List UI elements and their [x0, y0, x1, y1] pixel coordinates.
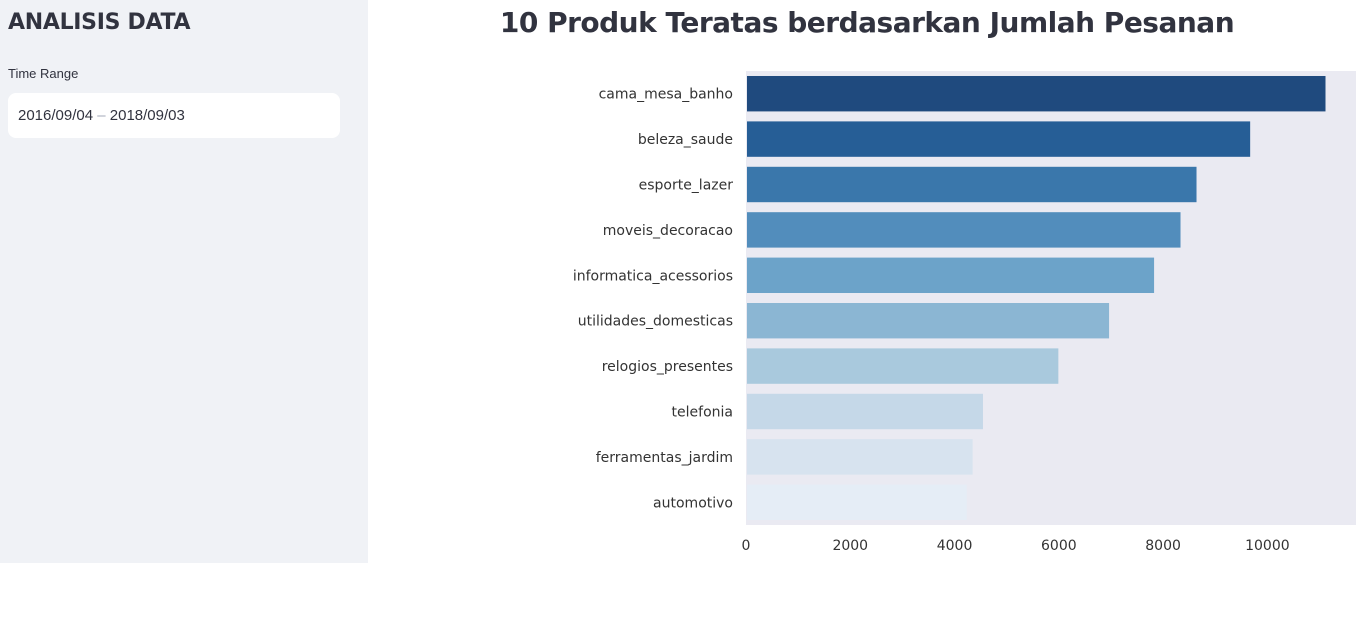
category-label: informatica_acessorios	[573, 268, 733, 284]
sidebar-title: ANALISIS DATA	[8, 10, 191, 35]
bar-telefonia	[747, 393, 983, 430]
bar-beleza_saude	[747, 121, 1251, 157]
category-label: beleza_saude	[638, 132, 733, 148]
bar-utilidades_domesticas	[747, 302, 1110, 339]
date-range-input[interactable]: 2016/09/04 – 2018/09/03	[8, 93, 340, 138]
category-label: ferramentas_jardim	[596, 450, 733, 466]
chart-title: 10 Produk Teratas berdasarkan Jumlah Pes…	[499, 6, 1235, 39]
date-start: 2016/09/04	[18, 107, 94, 124]
bar-moveis_decoracao	[747, 212, 1181, 248]
bar-esporte_lazer	[747, 166, 1197, 203]
x-tick-label: 6000	[1041, 538, 1077, 554]
bar-informatica_acessorios	[747, 257, 1155, 294]
bar-relogios_presentes	[747, 348, 1059, 384]
category-label: automotivo	[653, 495, 733, 511]
category-label: cama_mesa_banho	[599, 87, 733, 103]
date-end: 2018/09/03	[109, 107, 185, 124]
bar-automotivo	[747, 484, 967, 521]
x-tick-label: 2000	[832, 538, 868, 554]
category-label: esporte_lazer	[639, 178, 734, 194]
x-tick-label: 0	[742, 538, 751, 554]
x-tick-label: 4000	[937, 538, 973, 554]
sidebar: ANALISIS DATA Time Range 2016/09/04 – 20…	[0, 0, 368, 563]
category-label: utilidades_domesticas	[578, 314, 733, 330]
x-tick-label: 8000	[1145, 538, 1181, 554]
category-label: telefonia	[672, 405, 733, 421]
category-label: relogios_presentes	[602, 359, 733, 375]
category-label: moveis_decoracao	[603, 223, 733, 239]
date-separator: –	[97, 107, 106, 124]
bar-cama_mesa_banho	[747, 75, 1326, 112]
x-tick-label: 10000	[1245, 538, 1290, 554]
time-range-label: Time Range	[8, 66, 79, 81]
bar-ferramentas_jardim	[747, 439, 973, 475]
